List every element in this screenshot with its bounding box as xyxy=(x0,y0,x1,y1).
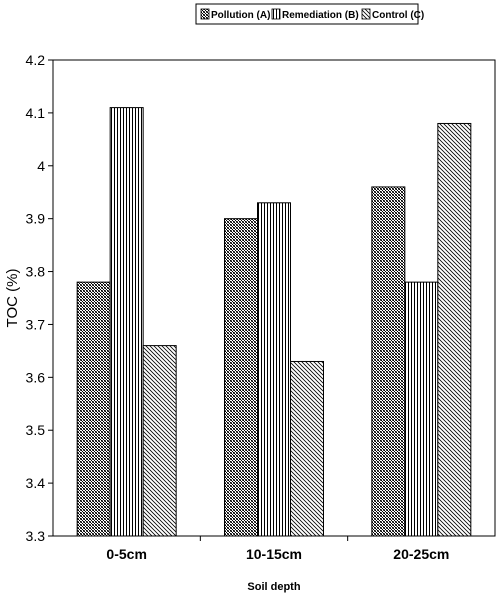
bars xyxy=(76,107,472,537)
bar-control-10-15cm xyxy=(290,360,324,537)
legend-label-remediation: Remediation (B) xyxy=(282,10,359,21)
bar-remediation-20-25cm xyxy=(404,281,439,537)
y-tick-label: 3.4 xyxy=(26,475,46,491)
y-tick-label: 3.8 xyxy=(26,264,46,280)
y-axis: 3.3 3.4 3.5 3.6 3.7 3.8 3.9 4 4.1 4.2 xyxy=(26,52,53,544)
y-axis-title: TOC (%) xyxy=(4,269,21,328)
legend: Pollution (A) Remediation (B) Control (C… xyxy=(195,3,424,25)
bar-pollution-10-15cm xyxy=(224,218,258,537)
y-tick-label: 3.5 xyxy=(26,422,46,438)
bar-pollution-0-5cm xyxy=(76,281,111,537)
x-tick-label: 10-15cm xyxy=(246,546,302,562)
x-tick-label: 20-25cm xyxy=(393,546,449,562)
x-axis-title: Soil depth xyxy=(247,581,300,593)
bar-control-20-25cm xyxy=(437,122,472,537)
x-axis: 0-5cm 10-15cm 20-25cm xyxy=(106,536,449,562)
bar-pollution-20-25cm xyxy=(371,186,406,537)
legend-label-pollution: Pollution (A) xyxy=(211,10,270,21)
bar-control-0-5cm xyxy=(142,345,177,537)
y-tick-label: 3.6 xyxy=(26,369,46,385)
y-tick-label: 3.7 xyxy=(26,316,46,332)
y-tick-label: 3.3 xyxy=(26,528,46,544)
bar-remediation-0-5cm xyxy=(109,107,144,537)
y-tick-label: 4.2 xyxy=(26,52,46,68)
y-tick-label: 4 xyxy=(37,158,45,174)
legend-swatch-remediation xyxy=(271,8,281,20)
bar-remediation-10-15cm xyxy=(257,202,291,537)
x-tick-label: 0-5cm xyxy=(106,546,146,562)
legend-swatch-control xyxy=(361,8,371,20)
y-tick-label: 4.1 xyxy=(26,105,46,121)
legend-swatch-pollution xyxy=(200,8,210,20)
y-tick-label: 3.9 xyxy=(26,211,46,227)
legend-label-control: Control (C) xyxy=(372,10,424,21)
